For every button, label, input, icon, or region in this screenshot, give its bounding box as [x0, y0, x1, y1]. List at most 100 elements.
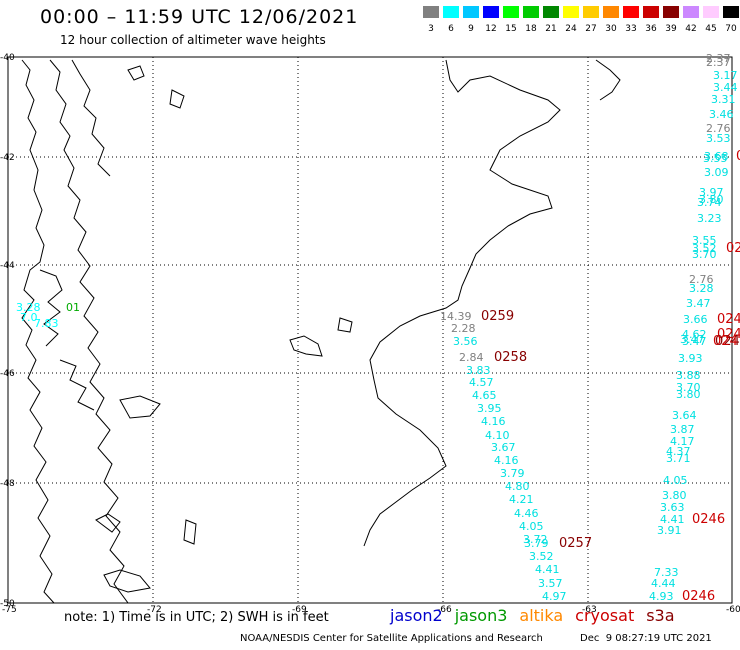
wave-height-value: 3.46: [709, 108, 734, 121]
wave-height-value: 2.76: [706, 122, 731, 135]
wave-height-value: 3.67: [491, 441, 516, 454]
legend-swatch: [443, 6, 459, 18]
pass-time-label: 024: [717, 327, 740, 342]
footer-note: note: 1) Time is in UTC; 2) SWH is in fe…: [64, 610, 329, 625]
latitude-label: -42: [0, 153, 15, 163]
legend-label: 33: [625, 24, 637, 34]
wave-height-value: 4.97: [542, 590, 567, 603]
latitude-label: -40: [0, 53, 15, 63]
longitude-label: -60: [726, 605, 740, 615]
satellite-label: cryosat: [575, 606, 635, 625]
legend-swatch: [623, 6, 639, 18]
wave-height-value: 3.95: [477, 402, 502, 415]
wave-height-value: 3.88: [676, 369, 701, 382]
legend-label: 27: [585, 24, 597, 34]
longitude-labels: -75 -72 -69 -66 -63 -60: [2, 605, 740, 615]
wave-height-value: 3.71: [666, 452, 691, 465]
legend-label: 3: [428, 24, 434, 34]
map-frame: [7, 56, 733, 604]
latitude-labels: -40 -42 -44 -46 -48 -50: [0, 53, 15, 609]
wave-height-value: 4.57: [469, 376, 494, 389]
wave-height-value: 3.47: [686, 297, 711, 310]
wave-height-value: 7.0: [20, 311, 38, 324]
legend-swatch: [483, 6, 499, 18]
map-grid: [8, 57, 732, 603]
wave-height-value: 3.97: [699, 186, 724, 199]
pass-time-label: 0246: [682, 589, 715, 604]
wave-height-value: 14.39: [440, 310, 472, 323]
longitude-label: -72: [147, 605, 162, 615]
wave-height-value: 4.93: [649, 590, 674, 603]
wave-height-value: 3.52: [529, 550, 554, 563]
wave-height-value: 3.87: [670, 423, 695, 436]
legend-label: 18: [525, 24, 537, 34]
wave-height-value: 4.41: [535, 563, 560, 576]
legend-swatch: [523, 6, 539, 18]
wave-height-value: 4.44: [651, 577, 676, 590]
legend-label: 12: [485, 24, 497, 34]
legend-label: 39: [665, 24, 677, 34]
wave-height-value: 3.31: [711, 93, 736, 106]
footer-credit: NOAA/NESDIS Center for Satellite Applica…: [240, 633, 543, 644]
legend-swatch: [563, 6, 579, 18]
wave-height-value: 3.57: [538, 577, 563, 590]
legend-swatch: [663, 6, 679, 18]
wave-height-value: 3.55: [692, 234, 717, 247]
wave-height-value: 01: [66, 301, 80, 314]
pass-time-label: 0246: [692, 512, 725, 527]
satellite-label: altika: [519, 606, 564, 625]
wave-height-value: 3.09: [704, 166, 729, 179]
wave-height-value: 2.84: [459, 351, 484, 364]
wave-height-value: 4.16: [494, 454, 519, 467]
wave-height-value: 4.10: [485, 429, 510, 442]
wave-height-value: 3.80: [699, 193, 724, 206]
wave-height-value: 4.62: [682, 328, 707, 341]
wave-height-value: 4.41: [660, 513, 685, 526]
legend-swatch: [683, 6, 699, 18]
wave-height-value: 4.80: [505, 480, 530, 493]
chile-coastline: [21, 59, 353, 604]
pass-time-label: 0259: [481, 309, 514, 324]
page-subtitle: 12 hour collection of altimeter wave hei…: [60, 33, 326, 47]
legend-swatch: [703, 6, 719, 18]
longitude-label: -75: [2, 605, 17, 615]
longitude-label: -69: [292, 605, 307, 615]
legend-label: 42: [685, 24, 697, 34]
legend-label: 21: [545, 24, 557, 34]
legend-swatch: [723, 6, 739, 18]
legend-label: 15: [505, 24, 517, 34]
wave-height-value: 3.79: [500, 467, 525, 480]
wave-height-value: 3.28: [16, 301, 41, 314]
wave-height-value: 2.37: [706, 52, 731, 65]
wave-height-value: 7.83: [34, 317, 59, 330]
legend-swatch: [543, 6, 559, 18]
legend-swatch: [463, 6, 479, 18]
legend-swatch: [583, 6, 599, 18]
latitude-label: -44: [0, 261, 15, 271]
wave-height-value: 3.52: [692, 242, 717, 255]
wave-height-value: 3.66: [683, 313, 708, 326]
wave-height-value: 3.93: [678, 352, 703, 365]
longitude-label: -63: [582, 605, 597, 615]
page-title: 00:00 – 11:59 UTC 12/06/2021: [40, 6, 359, 28]
pass-time-label: 0257: [559, 536, 592, 551]
wave-height-value: 3.64: [672, 409, 697, 422]
wave-height-value: 3.68: [704, 150, 729, 163]
satellite-label: jason2: [390, 606, 443, 625]
wave-height-value: 3.79: [524, 537, 549, 550]
wave-height-value: 3.70: [692, 248, 717, 261]
wave-height-value: 3.44: [713, 81, 738, 94]
legend-swatch: [603, 6, 619, 18]
wave-height-value: 3.47: [682, 335, 707, 348]
wave-height-value: 3.63: [660, 501, 685, 514]
legend-label: 9: [468, 24, 474, 34]
pass-time-label: 0258: [494, 350, 527, 365]
wave-height-value: 3.23: [697, 212, 722, 225]
wave-height-value: 3.74: [697, 196, 722, 209]
wave-height-value: 2.76: [689, 273, 714, 286]
pass-time-label: 0: [736, 149, 740, 164]
footer-timestamp: Dec 9 08:27:19 UTC 2021: [580, 633, 712, 644]
wave-height-value: 4.65: [472, 389, 497, 402]
wave-height-value: 3.80: [662, 489, 687, 502]
legend-label: 36: [645, 24, 657, 34]
